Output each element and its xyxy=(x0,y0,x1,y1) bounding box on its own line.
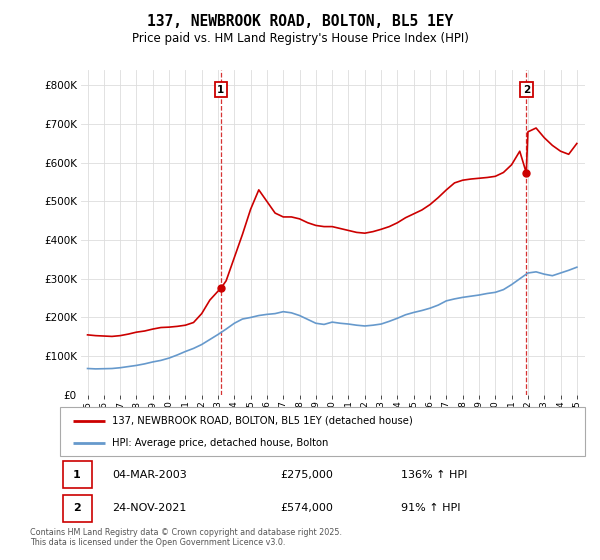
Text: 137, NEWBROOK ROAD, BOLTON, BL5 1EY (detached house): 137, NEWBROOK ROAD, BOLTON, BL5 1EY (det… xyxy=(113,416,413,426)
Text: HPI: Average price, detached house, Bolton: HPI: Average price, detached house, Bolt… xyxy=(113,438,329,448)
Text: 24-NOV-2021: 24-NOV-2021 xyxy=(113,503,187,513)
Text: 1: 1 xyxy=(73,470,81,480)
Text: £574,000: £574,000 xyxy=(281,503,334,513)
Text: 2: 2 xyxy=(523,85,530,95)
Text: 137, NEWBROOK ROAD, BOLTON, BL5 1EY: 137, NEWBROOK ROAD, BOLTON, BL5 1EY xyxy=(147,14,453,29)
Bar xyxy=(62,461,91,488)
Text: 04-MAR-2003: 04-MAR-2003 xyxy=(113,470,187,480)
Text: 91% ↑ HPI: 91% ↑ HPI xyxy=(401,503,461,513)
Text: 136% ↑ HPI: 136% ↑ HPI xyxy=(401,470,467,480)
Text: Contains HM Land Registry data © Crown copyright and database right 2025.
This d: Contains HM Land Registry data © Crown c… xyxy=(30,528,342,547)
Text: Price paid vs. HM Land Registry's House Price Index (HPI): Price paid vs. HM Land Registry's House … xyxy=(131,32,469,45)
Bar xyxy=(62,494,91,522)
Text: £275,000: £275,000 xyxy=(281,470,334,480)
Text: 2: 2 xyxy=(73,503,81,513)
Text: 1: 1 xyxy=(217,85,224,95)
